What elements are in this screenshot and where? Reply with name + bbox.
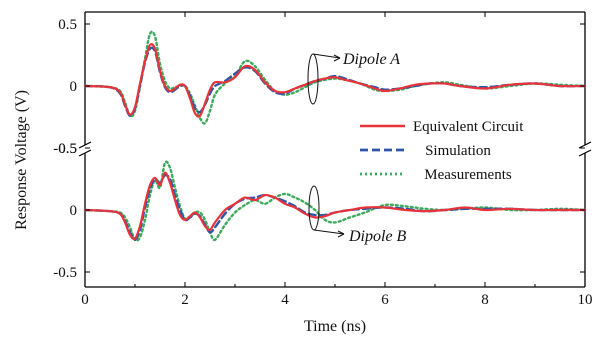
series-line-bottom-equivalent-circuit xyxy=(83,171,587,241)
dipole-a-arrow xyxy=(312,53,341,59)
plot-frame xyxy=(78,11,592,288)
y-axis-label: Response Voltage (V) xyxy=(13,90,30,230)
series-line-top-equivalent-circuit xyxy=(83,43,587,118)
x-tick-label: 2 xyxy=(181,292,189,308)
series-line-bottom-measurements xyxy=(83,160,587,242)
x-tick-label: 6 xyxy=(381,292,389,308)
x-tick-label: 0 xyxy=(81,292,89,308)
y-tick-label-top: 0 xyxy=(70,79,78,95)
legend-label: Equivalent Circuit xyxy=(413,119,524,135)
legend: Equivalent Circuit Simulation Measurements xyxy=(360,119,524,183)
dipole-b-arrow xyxy=(313,229,345,235)
y-tick-label-top: 0.5 xyxy=(58,17,77,33)
dipole-a-arrowhead xyxy=(333,54,341,62)
y-tick-label-top: -0.5 xyxy=(53,141,77,157)
y-tick-label-bottom: 0 xyxy=(70,203,78,219)
dipole-b-label: Dipole B xyxy=(348,228,407,245)
x-axis-label: Time (ns) xyxy=(304,318,366,335)
legend-label: Measurements xyxy=(424,167,512,183)
axis-break-mark xyxy=(578,149,592,157)
axis-break-mark xyxy=(578,141,592,149)
annotations: Dipole A Dipole B xyxy=(307,51,407,245)
dipole-a-marker-ellipse xyxy=(307,53,319,105)
dipole-b-marker-ellipse xyxy=(308,185,320,231)
legend-label: Simulation xyxy=(425,143,491,159)
dipole-b-arrowhead xyxy=(337,230,345,238)
series-layer xyxy=(83,30,587,242)
x-tick-label: 10 xyxy=(578,292,593,308)
x-tick-label: 8 xyxy=(481,292,489,308)
x-tick-label: 4 xyxy=(281,292,289,308)
axis-break-mark xyxy=(78,141,92,149)
y-tick-label-bottom: -0.5 xyxy=(53,265,77,281)
ticks-layer: 0 2 4 6 8 100.50-0.50.50-0.5 xyxy=(53,12,593,308)
axis-break-mark xyxy=(78,149,92,157)
y-tick-label-bottom: 0.5 xyxy=(58,141,77,157)
dipole-a-label: Dipole A xyxy=(342,51,400,68)
